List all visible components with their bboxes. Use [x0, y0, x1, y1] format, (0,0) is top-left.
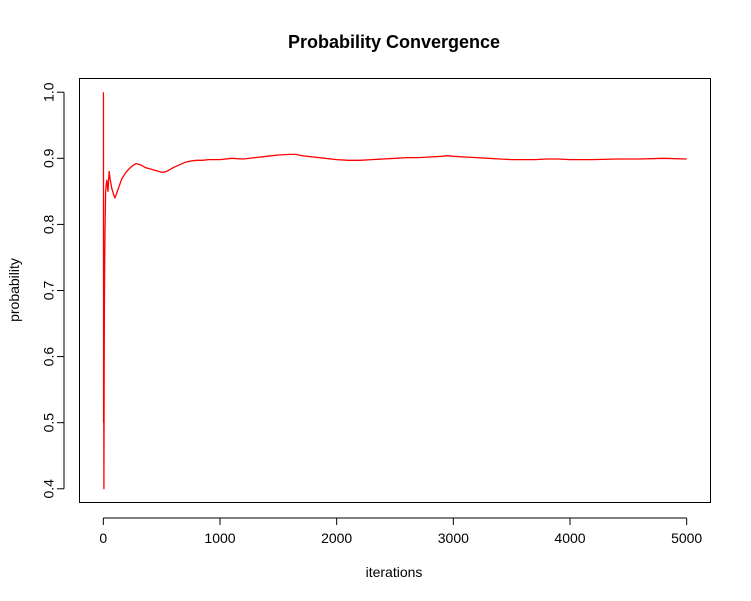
y-tick-label: 0.4 — [41, 479, 57, 499]
series-layer — [102, 92, 687, 490]
y-tick-label: 0.9 — [41, 148, 57, 168]
x-axis: 0 1000 2000 3000 4000 5000 — [99, 517, 702, 546]
y-axis-label: probability — [6, 258, 22, 322]
x-tick-label: 1000 — [204, 530, 235, 546]
y-axis: 0.4 0.5 0.6 0.7 0.8 0.9 1.0 — [41, 82, 65, 499]
x-tick-label: 5000 — [671, 530, 702, 546]
y-tick-label: 1.0 — [41, 82, 57, 102]
x-tick-label: 3000 — [438, 530, 469, 546]
y-tick-label: 0.8 — [41, 214, 57, 234]
series-line-1 — [102, 92, 687, 490]
x-axis-label: iterations — [366, 564, 423, 580]
chart-title: Probability Convergence — [288, 32, 500, 52]
x-tick-label: 4000 — [554, 530, 585, 546]
y-tick-label: 0.6 — [41, 347, 57, 367]
plot-frame — [79, 78, 711, 503]
x-tick-label: 2000 — [321, 530, 352, 546]
y-tick-label: 0.5 — [41, 413, 57, 433]
x-tick-label: 0 — [99, 530, 107, 546]
y-tick-label: 0.7 — [41, 281, 57, 301]
